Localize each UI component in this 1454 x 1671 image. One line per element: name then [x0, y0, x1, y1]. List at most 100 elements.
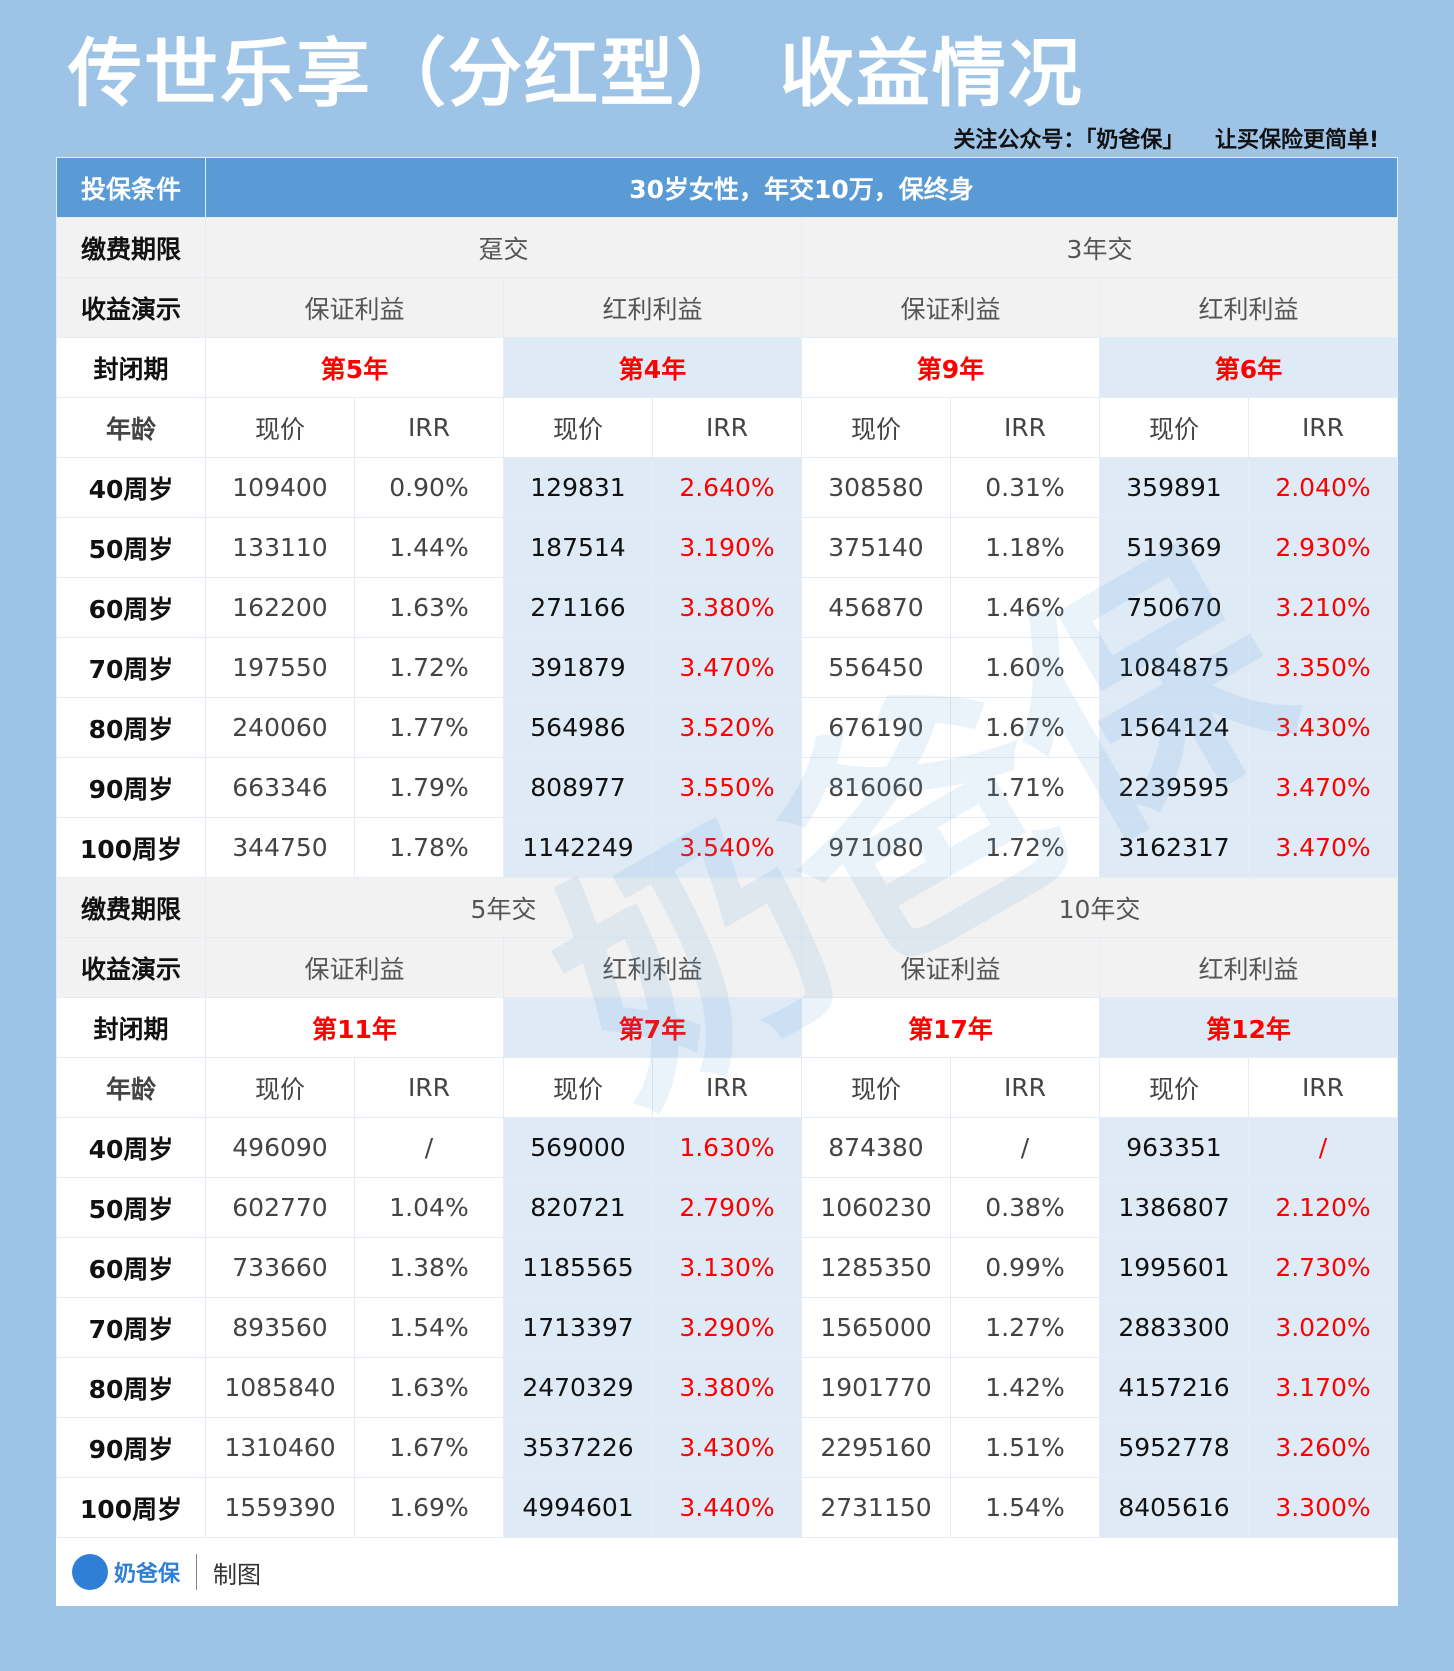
- row-label: 收益演示: [56, 937, 206, 998]
- cash-value-cell: 602770: [205, 1177, 355, 1238]
- irr-cell: 1.04%: [354, 1177, 504, 1238]
- closed-period: 第6年: [1099, 337, 1398, 398]
- irr-cell: 3.290%: [652, 1297, 802, 1358]
- cash-value-cell: 569000: [503, 1117, 653, 1178]
- irr-cell: /: [1248, 1117, 1398, 1178]
- cash-value-header: 现价: [801, 1057, 951, 1118]
- irr-cell: 3.430%: [1248, 697, 1398, 758]
- guaranteed-header: 保证利益: [801, 937, 1100, 998]
- cash-value-cell: 519369: [1099, 517, 1249, 578]
- cash-value-cell: 1310460: [205, 1417, 355, 1478]
- cash-value-cell: 4157216: [1099, 1357, 1249, 1418]
- guaranteed-header: 保证利益: [205, 937, 504, 998]
- irr-cell: 3.470%: [1248, 817, 1398, 878]
- irr-cell: 1.79%: [354, 757, 504, 818]
- irr-cell: 0.38%: [950, 1177, 1100, 1238]
- irr-cell: 3.550%: [652, 757, 802, 818]
- table-row: 50周岁 602770 1.04% 820721 2.790% 1060230 0.38% 1…: [56, 1177, 1398, 1238]
- cash-value-cell: 1386807: [1099, 1177, 1249, 1238]
- cash-value-cell: 359891: [1099, 457, 1249, 518]
- cash-value-cell: 271166: [503, 577, 653, 638]
- irr-cell: 2.790%: [652, 1177, 802, 1238]
- irr-cell: 1.67%: [950, 697, 1100, 758]
- irr-header: IRR: [354, 1057, 504, 1118]
- cash-value-cell: 197550: [205, 637, 355, 698]
- row-label: 封闭期: [56, 997, 206, 1058]
- benefit-table-card: 投保条件 30岁女性，年交10万，保终身 缴费期限 趸交 3年交 收益演示 保证利益 红利利益…: [56, 157, 1398, 1606]
- cash-value-header: 现价: [503, 397, 653, 458]
- cash-value-cell: 1564124: [1099, 697, 1249, 758]
- cash-value-cell: 1185565: [503, 1237, 653, 1298]
- irr-cell: 1.77%: [354, 697, 504, 758]
- cash-value-cell: 3162317: [1099, 817, 1249, 878]
- cash-value-cell: 2470329: [503, 1357, 653, 1418]
- irr-cell: 1.18%: [950, 517, 1100, 578]
- irr-cell: 3.380%: [652, 1357, 802, 1418]
- irr-cell: 0.90%: [354, 457, 504, 518]
- irr-cell: 1.38%: [354, 1237, 504, 1298]
- cash-value-cell: 2239595: [1099, 757, 1249, 818]
- footer-text: 制图: [213, 1560, 262, 1589]
- cash-value-header: 现价: [1099, 1057, 1249, 1118]
- column-header-row: 年龄 现价 IRR 现价 IRR 现价 IRR 现价 IRR: [56, 1057, 1398, 1118]
- cash-value-header: 现价: [205, 1057, 355, 1118]
- irr-cell: 1.63%: [354, 1357, 504, 1418]
- cash-value-cell: 750670: [1099, 577, 1249, 638]
- row-label: 缴费期限: [56, 217, 206, 278]
- cash-value-cell: 820721: [503, 1177, 653, 1238]
- age-cell: 50周岁: [56, 1177, 206, 1238]
- table-row: 80周岁 1085840 1.63% 2470329 3.380% 1901770 1.42…: [56, 1357, 1398, 1418]
- age-cell: 40周岁: [56, 457, 206, 518]
- irr-cell: /: [950, 1117, 1100, 1178]
- cash-value-cell: 556450: [801, 637, 951, 698]
- plan-name: 10年交: [801, 877, 1398, 938]
- age-cell: 100周岁: [56, 1477, 206, 1538]
- demo-row: 收益演示 保证利益 红利利益 保证利益 红利利益: [56, 937, 1398, 998]
- cash-value-cell: 109400: [205, 457, 355, 518]
- table-row: 40周岁 496090/569000 1.630% 874380/963351/: [56, 1117, 1398, 1178]
- irr-cell: 3.210%: [1248, 577, 1398, 638]
- irr-header: IRR: [950, 397, 1100, 458]
- cash-value-cell: 391879: [503, 637, 653, 698]
- row-label: 年龄: [56, 397, 206, 458]
- cash-value-cell: 2731150: [801, 1477, 951, 1538]
- cash-value-cell: 1713397: [503, 1297, 653, 1358]
- age-cell: 80周岁: [56, 1357, 206, 1418]
- irr-cell: 3.440%: [652, 1477, 802, 1538]
- irr-cell: 1.69%: [354, 1477, 504, 1538]
- cash-value-cell: 129831: [503, 457, 653, 518]
- irr-cell: 2.040%: [1248, 457, 1398, 518]
- plan-name: 3年交: [801, 217, 1398, 278]
- table-row: 100周岁 1559390 1.69% 4994601 3.440% 2731150 1.5…: [56, 1477, 1398, 1538]
- irr-cell: 3.430%: [652, 1417, 802, 1478]
- plan-name: 趸交: [205, 217, 802, 278]
- demo-row: 收益演示 保证利益 红利利益 保证利益 红利利益: [56, 277, 1398, 338]
- irr-cell: 2.930%: [1248, 517, 1398, 578]
- cash-value-cell: 733660: [205, 1237, 355, 1298]
- bonus-header: 红利利益: [1099, 937, 1398, 998]
- irr-cell: 3.020%: [1248, 1297, 1398, 1358]
- irr-cell: 3.470%: [1248, 757, 1398, 818]
- closed-period: 第7年: [503, 997, 802, 1058]
- cash-value-cell: 676190: [801, 697, 951, 758]
- table-row: 90周岁 663346 1.79% 808977 3.550% 816060 1.71% 22…: [56, 757, 1398, 818]
- cash-value-header: 现价: [1099, 397, 1249, 458]
- cash-value-cell: 963351: [1099, 1117, 1249, 1178]
- cash-value-header: 现价: [205, 397, 355, 458]
- irr-cell: 3.540%: [652, 817, 802, 878]
- irr-cell: 1.54%: [354, 1297, 504, 1358]
- logo-icon: [72, 1554, 108, 1590]
- irr-cell: 1.42%: [950, 1357, 1100, 1418]
- age-cell: 60周岁: [56, 577, 206, 638]
- irr-cell: 1.71%: [950, 757, 1100, 818]
- cash-value-cell: 808977: [503, 757, 653, 818]
- brand-logo: 奶爸保: [72, 1554, 180, 1590]
- irr-header: IRR: [354, 397, 504, 458]
- cash-value-cell: 1565000: [801, 1297, 951, 1358]
- cash-value-cell: 456870: [801, 577, 951, 638]
- cash-value-header: 现价: [801, 397, 951, 458]
- cash-value-cell: 1084875: [1099, 637, 1249, 698]
- irr-header: IRR: [1248, 1057, 1398, 1118]
- cash-value-cell: 1142249: [503, 817, 653, 878]
- irr-cell: 3.130%: [652, 1237, 802, 1298]
